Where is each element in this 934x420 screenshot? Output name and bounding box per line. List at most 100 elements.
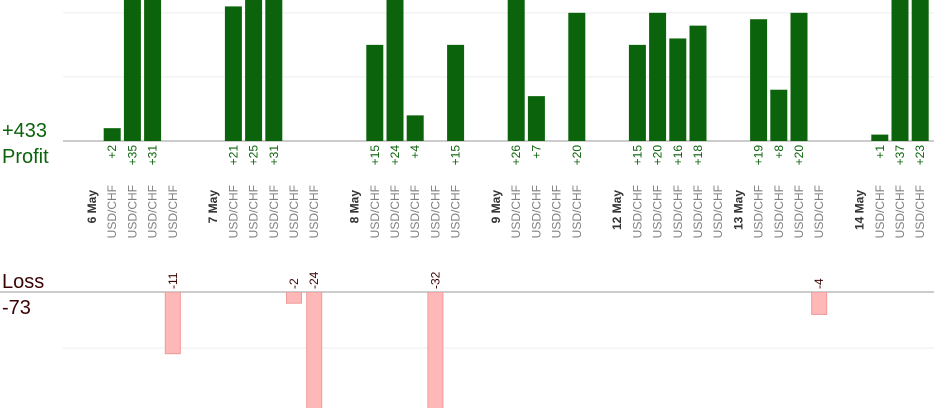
date-label: 8 May	[348, 190, 362, 224]
category-label: USD/CHF	[509, 185, 523, 238]
category-label: USD/CHF	[671, 185, 685, 238]
category-label: USD/CHF	[691, 185, 705, 238]
value-label: +18	[691, 145, 705, 166]
loss-bar	[306, 292, 323, 408]
category-label: USD/CHF	[428, 185, 442, 238]
loss-bar	[286, 292, 302, 304]
value-label: +24	[388, 145, 402, 166]
value-label: +16	[671, 145, 685, 166]
profit-bar	[649, 12, 667, 141]
category-label: USD/CHF	[267, 185, 281, 238]
category-label: USD/CHF	[368, 185, 382, 238]
loss-bars	[164, 292, 828, 408]
profit-bar	[265, 0, 283, 141]
category-label: USD/CHF	[792, 185, 806, 238]
value-label: +21	[226, 145, 240, 166]
profit-bar	[123, 0, 141, 141]
value-label: +23	[913, 145, 927, 166]
category-label: USD/CHF	[529, 185, 543, 238]
value-label: -24	[307, 271, 321, 289]
loss-total: -73	[2, 297, 31, 319]
category-label: USD/CHF	[550, 185, 564, 238]
value-label: +15	[368, 145, 382, 166]
category-label: USD/CHF	[772, 185, 786, 238]
date-label: 13 May	[731, 190, 745, 230]
value-label: +20	[570, 145, 584, 166]
profit-bar	[144, 0, 162, 141]
profit-bar	[891, 0, 909, 141]
profit-bar	[527, 96, 545, 141]
value-label: +20	[651, 145, 665, 166]
category-label: USD/CHF	[125, 185, 139, 238]
profit-bar	[770, 89, 788, 141]
category-label: USD/CHF	[570, 185, 584, 238]
category-label: USD/CHF	[449, 185, 463, 238]
date-label: 7 May	[206, 190, 220, 224]
category-label: USD/CHF	[873, 185, 887, 238]
profit-bar	[871, 134, 889, 141]
value-label: +26	[509, 145, 523, 166]
loss-bar	[811, 292, 828, 315]
profit-bar	[750, 19, 768, 141]
value-label: +7	[529, 145, 543, 159]
category-label: USD/CHF	[711, 185, 725, 238]
category-label: USD/CHF	[651, 185, 665, 238]
category-label: USD/CHF	[146, 185, 160, 238]
profit-bar	[245, 0, 263, 141]
profit-bar	[366, 44, 384, 141]
value-label: +4	[408, 145, 422, 159]
date-label: 14 May	[853, 190, 867, 230]
profit-bars	[103, 0, 929, 141]
profit-bar	[507, 0, 525, 141]
category-label: USD/CHF	[893, 185, 907, 238]
profit-bar	[447, 44, 465, 141]
value-label: -11	[166, 272, 180, 289]
value-label: +35	[125, 145, 139, 166]
value-label: +25	[247, 145, 261, 166]
loss-bar	[427, 292, 444, 408]
category-label: USD/CHF	[388, 185, 402, 238]
value-label: +19	[752, 145, 766, 166]
profit-bar	[224, 6, 242, 141]
category-label: USD/CHF	[913, 185, 927, 238]
value-label: +31	[267, 145, 281, 166]
value-label: +37	[893, 145, 907, 166]
loss-bar	[164, 292, 181, 355]
category-label: USD/CHF	[752, 185, 766, 238]
value-label: +20	[792, 145, 806, 166]
category-label: USD/CHF	[408, 185, 422, 238]
profit-bar	[689, 25, 707, 141]
profit-bar	[669, 38, 687, 141]
profit-bar	[568, 12, 586, 141]
value-label: -4	[812, 278, 826, 289]
profit-bar	[628, 44, 646, 141]
category-label: USD/CHF	[166, 185, 180, 238]
profit-total: +433	[2, 120, 47, 142]
category-label: USD/CHF	[630, 185, 644, 238]
value-label: -2	[287, 278, 301, 289]
value-label: +15	[630, 145, 644, 166]
profit-bar	[406, 115, 424, 141]
value-label: +31	[146, 145, 160, 166]
profit-bar	[103, 128, 121, 141]
value-label: +1	[873, 145, 887, 159]
date-label: 6 May	[85, 190, 99, 224]
category-label: USD/CHF	[812, 185, 826, 238]
profit-bar	[386, 0, 404, 141]
value-label: +2	[105, 145, 119, 159]
profit-bar	[790, 12, 808, 141]
value-label: +15	[449, 145, 463, 166]
profit-label: Profit	[2, 146, 49, 168]
value-label: -32	[428, 271, 442, 289]
loss-label: Loss	[2, 271, 44, 293]
date-label: 9 May	[489, 190, 503, 224]
category-label: USD/CHF	[287, 185, 301, 238]
category-label: USD/CHF	[247, 185, 261, 238]
category-label: USD/CHF	[226, 185, 240, 238]
value-label: +8	[772, 145, 786, 159]
category-label: USD/CHF	[307, 185, 321, 238]
category-label: USD/CHF	[105, 185, 119, 238]
date-label: 12 May	[610, 190, 624, 230]
profit-bar	[911, 0, 929, 141]
